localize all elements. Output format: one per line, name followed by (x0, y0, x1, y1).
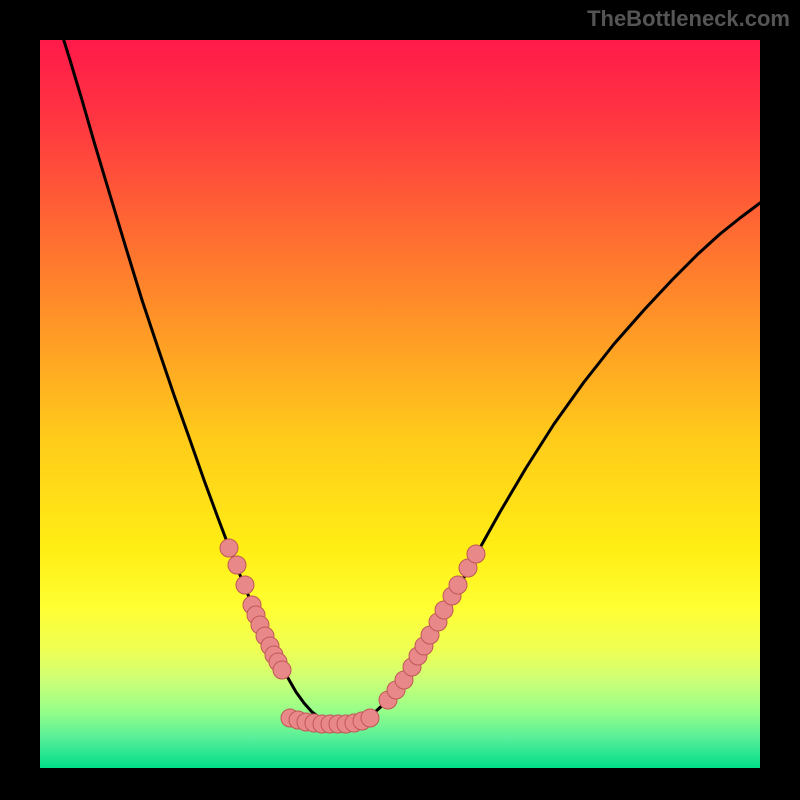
gradient-background (40, 40, 760, 768)
watermark-text: TheBottleneck.com (587, 6, 790, 32)
plot-area (40, 40, 760, 768)
